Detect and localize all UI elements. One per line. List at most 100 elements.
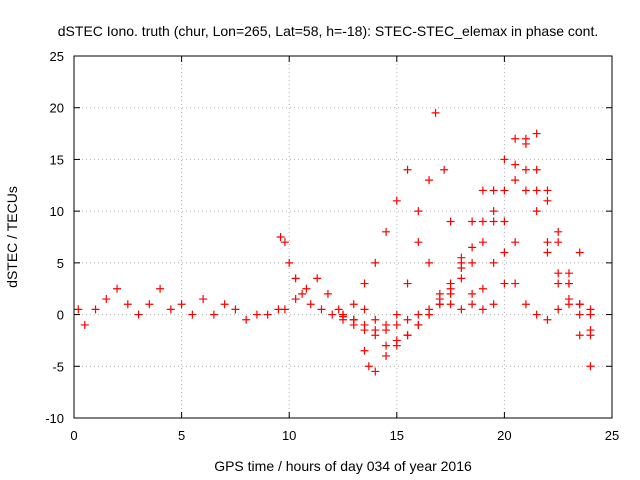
x-tick-label: 5 <box>178 428 185 443</box>
data-point <box>382 320 391 329</box>
data-point <box>532 186 541 195</box>
data-point <box>575 331 584 340</box>
data-point <box>414 238 423 247</box>
data-point <box>392 196 401 205</box>
data-point <box>500 186 509 195</box>
data-point <box>403 315 412 324</box>
data-point <box>392 320 401 329</box>
data-point <box>280 305 289 314</box>
data-point <box>446 217 455 226</box>
y-axis-label: dSTEC / TECUs <box>4 186 20 288</box>
data-point <box>123 300 132 309</box>
data-point <box>360 320 369 329</box>
data-point <box>446 279 455 288</box>
data-point <box>80 320 89 329</box>
data-point <box>532 207 541 216</box>
x-tick-label: 15 <box>390 428 404 443</box>
data-point <box>500 155 509 164</box>
data-point <box>468 258 477 267</box>
data-point <box>468 300 477 309</box>
data-point <box>511 238 520 247</box>
data-point <box>360 346 369 355</box>
data-point <box>313 274 322 283</box>
data-point <box>489 207 498 216</box>
data-point <box>521 186 530 195</box>
data-point <box>554 238 563 247</box>
data-point <box>532 165 541 174</box>
y-tick-label: 20 <box>50 101 64 116</box>
data-point <box>425 258 434 267</box>
data-point <box>457 258 466 267</box>
data-point <box>231 305 240 314</box>
data-point <box>457 274 466 283</box>
data-point <box>425 176 434 185</box>
data-point <box>242 315 251 324</box>
data-point <box>220 300 229 309</box>
data-point <box>431 108 440 117</box>
data-points <box>74 108 595 376</box>
data-point <box>564 269 573 278</box>
data-point <box>414 320 423 329</box>
data-point <box>478 305 487 314</box>
data-point <box>468 243 477 252</box>
data-point <box>500 279 509 288</box>
data-point <box>263 310 272 319</box>
data-point <box>145 300 154 309</box>
data-point <box>543 315 552 324</box>
data-point <box>500 248 509 257</box>
y-tick-label: 15 <box>50 152 64 167</box>
data-point <box>371 367 380 376</box>
data-point <box>468 289 477 298</box>
data-point <box>156 284 165 293</box>
data-point <box>298 289 307 298</box>
axis-ticks: 0 5 10 15 20 25 -10 -5 0 5 10 15 20 25 <box>45 49 619 443</box>
data-point <box>478 186 487 195</box>
data-point <box>564 279 573 288</box>
data-point <box>74 305 83 314</box>
data-point <box>435 289 444 298</box>
data-point <box>403 279 412 288</box>
data-point <box>280 238 289 247</box>
data-point <box>521 134 530 143</box>
data-point <box>500 217 509 226</box>
data-point <box>382 227 391 236</box>
data-point <box>339 315 347 324</box>
data-point <box>91 305 100 314</box>
plot-frame <box>73 55 613 419</box>
data-point <box>543 186 552 195</box>
data-point <box>414 207 423 216</box>
data-point <box>446 300 455 309</box>
data-point <box>291 274 300 283</box>
data-point <box>478 238 487 247</box>
y-tick-label: 5 <box>57 256 64 271</box>
data-point <box>371 326 380 335</box>
data-point <box>489 300 498 309</box>
data-point <box>586 310 595 319</box>
data-point <box>554 279 563 288</box>
x-tick-label: 10 <box>282 428 296 443</box>
data-point <box>323 289 332 298</box>
data-point <box>586 362 595 371</box>
grid <box>74 56 612 418</box>
data-point <box>252 310 261 319</box>
data-point <box>349 300 358 309</box>
y-tick-label: 10 <box>50 204 64 219</box>
chart-title: dSTEC Iono. truth (chur, Lon=265, Lat=58… <box>58 23 598 39</box>
data-point <box>532 310 541 319</box>
data-point <box>349 315 358 324</box>
data-point <box>403 331 412 340</box>
x-tick-label: 0 <box>70 428 77 443</box>
data-point <box>285 258 294 267</box>
data-point <box>392 310 401 319</box>
data-point <box>521 300 530 309</box>
data-point <box>334 305 343 314</box>
data-point <box>276 233 285 241</box>
y-tick-label: -10 <box>45 411 64 426</box>
data-point <box>392 336 401 345</box>
x-tick-label: 20 <box>497 428 511 443</box>
data-point <box>554 305 563 314</box>
data-point <box>371 258 380 267</box>
data-point <box>382 351 391 360</box>
data-point <box>468 217 477 226</box>
data-point <box>575 300 584 309</box>
